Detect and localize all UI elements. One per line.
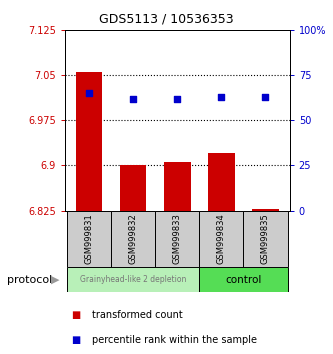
Bar bbox=[199, 211, 243, 267]
Bar bbox=[120, 165, 147, 211]
Text: GSM999832: GSM999832 bbox=[129, 213, 138, 264]
Text: GSM999834: GSM999834 bbox=[217, 213, 226, 264]
Text: GSM999831: GSM999831 bbox=[85, 213, 94, 264]
Bar bbox=[199, 267, 287, 292]
Bar bbox=[67, 267, 199, 292]
Point bbox=[219, 94, 224, 100]
Point bbox=[175, 96, 180, 102]
Text: ▶: ▶ bbox=[51, 275, 59, 285]
Text: control: control bbox=[225, 275, 262, 285]
Text: percentile rank within the sample: percentile rank within the sample bbox=[92, 335, 256, 345]
Bar bbox=[208, 154, 235, 211]
Bar bbox=[111, 211, 155, 267]
Point bbox=[263, 94, 268, 100]
Point bbox=[131, 96, 136, 102]
Text: Grainyhead-like 2 depletion: Grainyhead-like 2 depletion bbox=[80, 275, 186, 284]
Point bbox=[87, 90, 92, 96]
Bar bbox=[76, 72, 103, 211]
Text: ■: ■ bbox=[72, 335, 81, 345]
Bar bbox=[155, 211, 199, 267]
Text: GSM999835: GSM999835 bbox=[261, 213, 270, 264]
Text: GSM999833: GSM999833 bbox=[173, 213, 182, 264]
Bar bbox=[67, 211, 111, 267]
Text: transformed count: transformed count bbox=[92, 310, 182, 320]
Bar bbox=[252, 209, 279, 211]
Bar bbox=[243, 211, 287, 267]
Bar bbox=[164, 162, 190, 211]
Text: ■: ■ bbox=[72, 310, 81, 320]
Text: GDS5113 / 10536353: GDS5113 / 10536353 bbox=[99, 12, 234, 25]
Text: protocol: protocol bbox=[7, 275, 52, 285]
